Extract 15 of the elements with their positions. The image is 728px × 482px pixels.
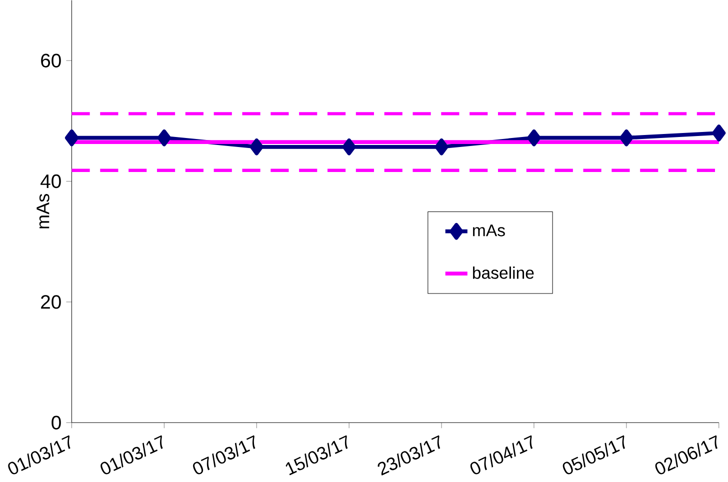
y-tick-label: 40 <box>40 174 61 188</box>
point <box>64 130 79 146</box>
y-tick-label: 0 <box>52 416 61 430</box>
y-tick-label: 20 <box>41 295 61 309</box>
point <box>620 130 634 146</box>
point <box>434 138 448 156</box>
point <box>712 124 726 142</box>
point <box>527 130 541 146</box>
point <box>157 130 171 146</box>
point <box>342 138 356 156</box>
legend-label: mAs <box>473 224 505 236</box>
legend-label: baseline <box>473 266 534 279</box>
y-axis-title: mAs <box>36 194 50 228</box>
y-tick-label: 60 <box>41 54 61 68</box>
point <box>250 138 264 156</box>
